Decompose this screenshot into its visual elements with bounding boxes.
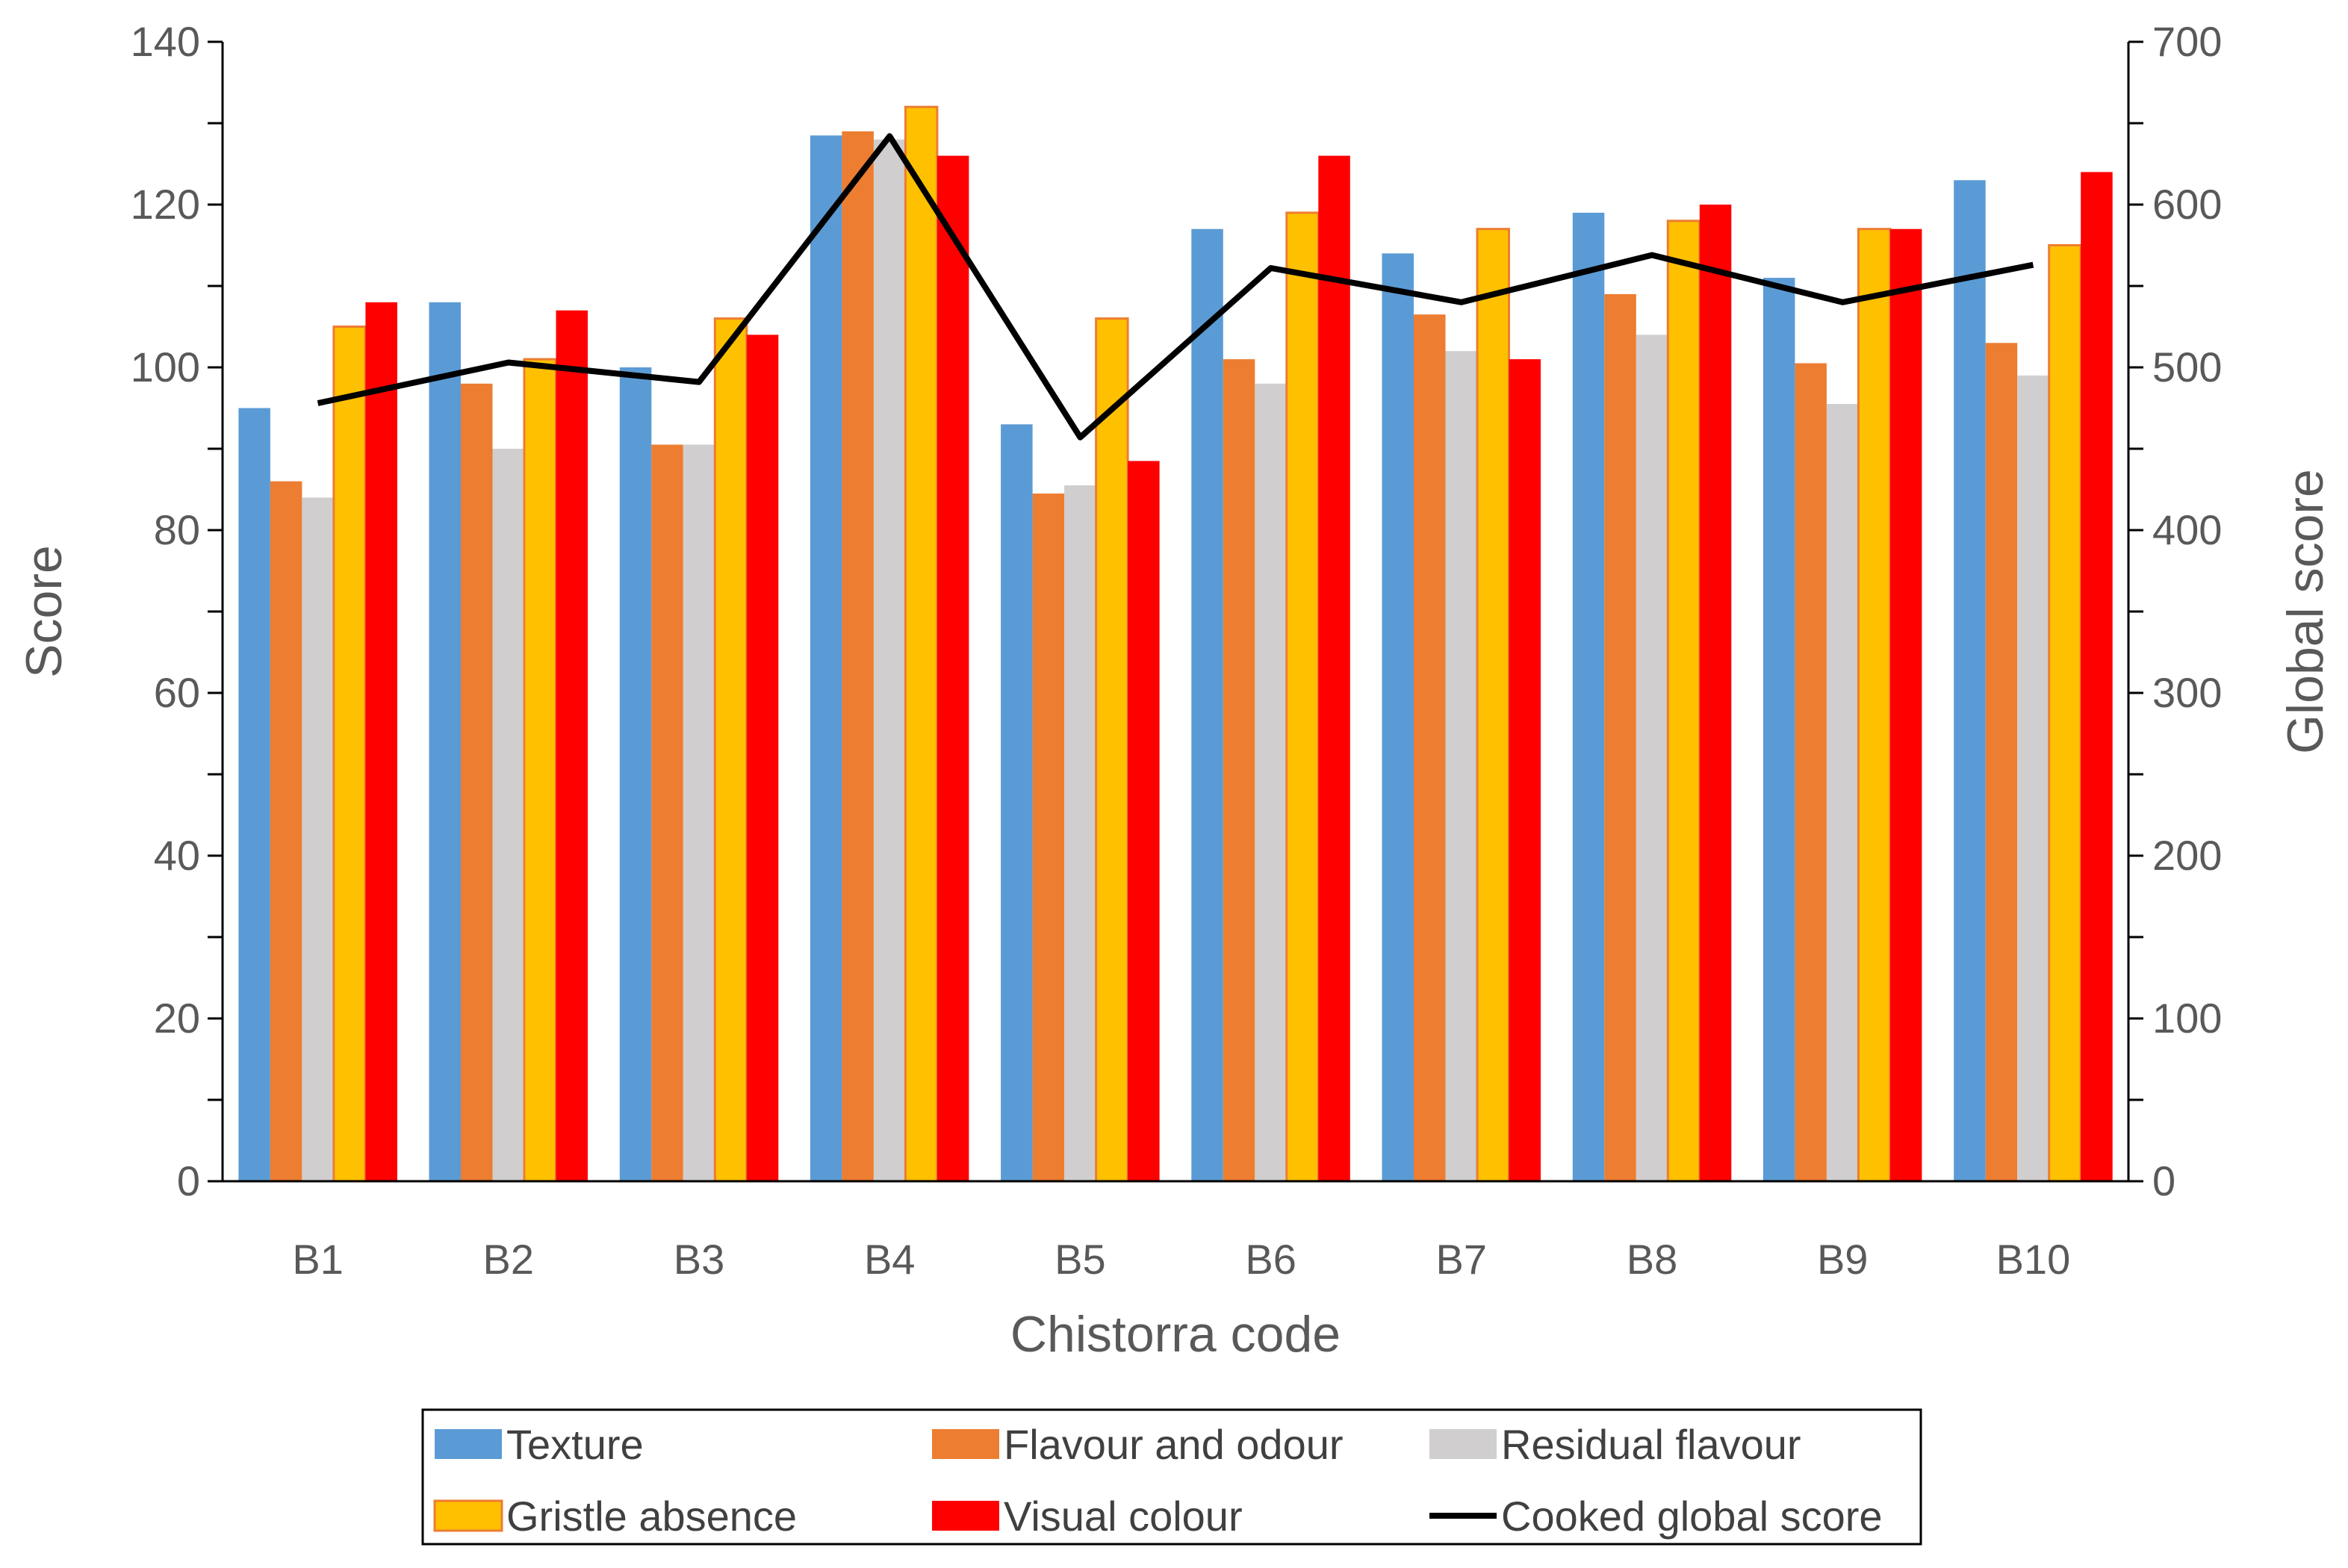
bar-texture-b6 — [1191, 228, 1223, 1182]
y-axis-title: Score — [16, 545, 72, 678]
y2-tick-label: 100 — [2152, 995, 2222, 1042]
y2-tick-label: 0 — [2152, 1157, 2175, 1204]
y2-tick-label: 200 — [2152, 832, 2222, 879]
bar-flavour-and-odour-b6 — [1223, 359, 1255, 1182]
legend-swatch-texture — [435, 1429, 502, 1459]
bar-texture-b3 — [619, 367, 652, 1181]
legend-swatch-gristle-absence — [433, 1499, 503, 1532]
bar-texture-b2 — [429, 302, 461, 1181]
bar-gristle-absence-b2 — [523, 358, 557, 1183]
y-tick-label: 100 — [131, 343, 200, 391]
bar-visual-colour-b3 — [746, 335, 779, 1181]
x-tick-label: B3 — [674, 1236, 725, 1283]
bar-residual-flavour-b2 — [492, 449, 524, 1181]
bar-residual-flavour-b10 — [2017, 375, 2049, 1181]
y2-axis-title: Global score — [2277, 469, 2334, 754]
x-tick-label: B10 — [1996, 1236, 2071, 1283]
bar-visual-colour-b7 — [1509, 359, 1541, 1182]
bar-residual-flavour-b4 — [873, 139, 906, 1181]
legend-swatch-flavour-and-odour — [932, 1429, 999, 1459]
y-tick-label: 40 — [154, 832, 200, 879]
y-tick-label: 120 — [131, 181, 200, 228]
bar-visual-colour-b10 — [2081, 172, 2113, 1181]
bar-texture-b1 — [238, 408, 270, 1181]
bar-flavour-and-odour-b4 — [842, 131, 874, 1181]
x-tick-label: B5 — [1055, 1236, 1106, 1283]
legend-swatch-visual-colour — [932, 1501, 999, 1531]
bar-gristle-absence-b7 — [1476, 228, 1510, 1183]
bar-flavour-and-odour-b5 — [1032, 494, 1065, 1181]
x-tick-label: B1 — [292, 1236, 344, 1283]
bar-gristle-absence-b5 — [1095, 317, 1129, 1183]
bar-flavour-and-odour-b2 — [461, 383, 493, 1181]
bar-residual-flavour-b5 — [1064, 485, 1096, 1181]
x-tick-label: B7 — [1436, 1236, 1488, 1283]
legend-box — [421, 1408, 1922, 1546]
bar-gristle-absence-b1 — [332, 326, 367, 1183]
legend-label-visual-colour: Visual colour — [1004, 1493, 1243, 1540]
bar-visual-colour-b6 — [1318, 155, 1350, 1182]
bar-gristle-absence-b9 — [1857, 228, 1892, 1183]
bar-texture-b8 — [1572, 212, 1605, 1181]
y-tick-label: 80 — [154, 506, 200, 553]
axes-layer — [208, 40, 2143, 1183]
y2-tick-label: 700 — [2152, 18, 2222, 65]
bar-visual-colour-b1 — [365, 302, 397, 1181]
bar-texture-b5 — [1001, 424, 1033, 1181]
bar-gristle-absence-b10 — [2048, 244, 2082, 1183]
bar-flavour-and-odour-b1 — [270, 481, 302, 1181]
bar-residual-flavour-b3 — [683, 444, 715, 1181]
x-tick-label: B6 — [1245, 1236, 1296, 1283]
x-tick-label: B2 — [483, 1236, 535, 1283]
legend-label-cooked-global-score: Cooked global score — [1501, 1493, 1883, 1540]
bar-gristle-absence-b6 — [1285, 211, 1320, 1183]
bar-residual-flavour-b6 — [1255, 383, 1287, 1181]
bar-gristle-absence-b3 — [713, 317, 748, 1183]
bar-flavour-and-odour-b7 — [1414, 314, 1446, 1182]
bar-texture-b7 — [1382, 253, 1414, 1181]
bars-layer — [238, 105, 2113, 1183]
labels-layer: 0 20 40 60 80 100 120 140 0 100 200 300 400 500 600 700… — [16, 18, 2334, 1363]
bar-flavour-and-odour-b10 — [1985, 343, 2018, 1181]
bar-visual-colour-b4 — [937, 155, 969, 1182]
x-tick-label: B8 — [1627, 1236, 1678, 1283]
x-tick-label: B9 — [1817, 1236, 1869, 1283]
x-tick-label: B4 — [864, 1236, 916, 1283]
bar-texture-b10 — [1954, 180, 1986, 1181]
line-layer — [317, 133, 2034, 441]
y-tick-label: 60 — [154, 669, 200, 716]
bar-residual-flavour-b8 — [1636, 335, 1668, 1181]
legend-label-texture: Texture — [506, 1421, 644, 1468]
bar-gristle-absence-b8 — [1666, 220, 1701, 1183]
legend-label-flavour-and-odour: Flavour and odour — [1004, 1421, 1344, 1468]
y2-tick-label: 300 — [2152, 669, 2222, 716]
bar-residual-flavour-b7 — [1445, 351, 1477, 1182]
bar-flavour-and-odour-b8 — [1604, 293, 1636, 1181]
legend-label-gristle-absence: Gristle absence — [506, 1493, 797, 1540]
y-tick-label: 140 — [131, 18, 200, 65]
line-cooked-global-score — [317, 133, 2034, 441]
legend-label-residual-flavour: Residual flavour — [1501, 1421, 1801, 1468]
bar-visual-colour-b9 — [1889, 228, 1922, 1182]
y2-tick-label: 500 — [2152, 343, 2222, 391]
legend-layer: Texture Flavour and odour Residual flavour… — [421, 1408, 1922, 1546]
bar-visual-colour-b5 — [1128, 461, 1160, 1181]
bar-visual-colour-b8 — [1699, 205, 1732, 1181]
bar-flavour-and-odour-b3 — [651, 444, 683, 1181]
legend-swatch-residual-flavour — [1429, 1429, 1497, 1459]
y-tick-label: 20 — [154, 995, 200, 1042]
bar-gristle-absence-b4 — [904, 105, 939, 1183]
y2-tick-label: 400 — [2152, 506, 2222, 553]
bar-visual-colour-b2 — [556, 310, 588, 1182]
bar-texture-b9 — [1762, 278, 1795, 1182]
x-axis-title: Chistorra code — [1010, 1306, 1341, 1363]
bar-residual-flavour-b1 — [302, 497, 334, 1181]
bar-flavour-and-odour-b9 — [1795, 363, 1827, 1181]
bar-residual-flavour-b9 — [1826, 404, 1859, 1181]
bar-texture-b4 — [810, 135, 842, 1181]
y-tick-label: 0 — [177, 1157, 200, 1204]
y2-tick-label: 600 — [2152, 181, 2222, 228]
